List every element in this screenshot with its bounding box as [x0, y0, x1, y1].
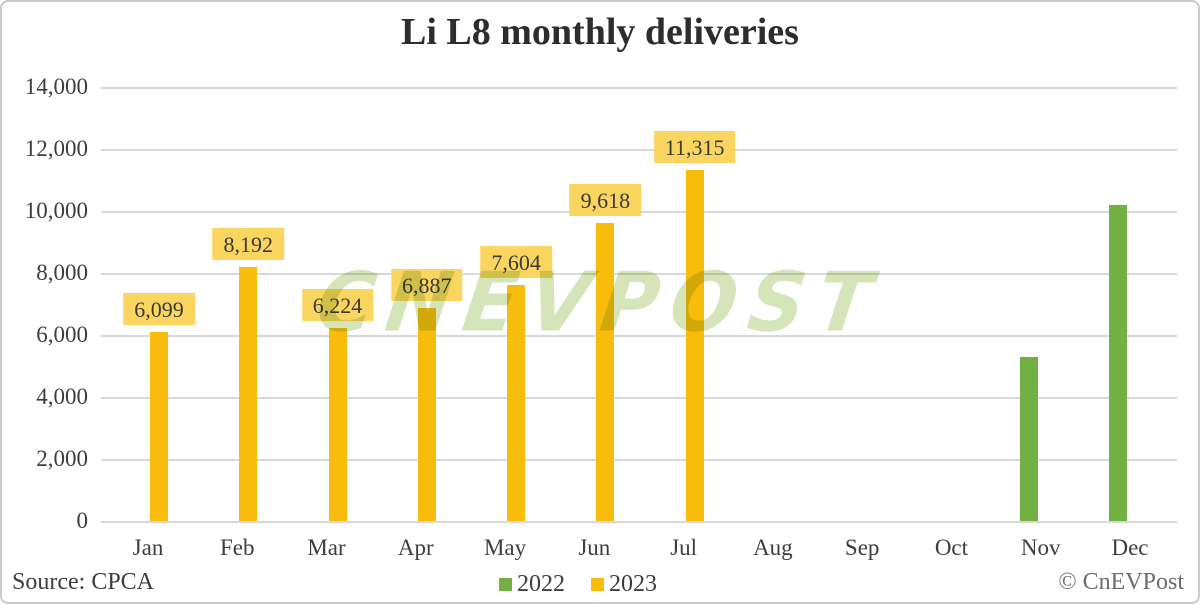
legend-item-2023: 2023	[591, 571, 657, 598]
x-axis-label-jul: Jul	[670, 535, 698, 560]
y-axis-tick-label: 12,000	[24, 136, 88, 161]
copyright-note: © CnEVPost	[1058, 569, 1184, 595]
gridline-14000	[101, 87, 1177, 89]
source-note: Source: CPCA	[12, 569, 155, 595]
bar-2023-jul	[685, 170, 704, 521]
x-axis-label-feb: Feb	[220, 535, 255, 560]
bar-2023-may	[507, 285, 526, 521]
legend: 2022 2023	[499, 571, 657, 598]
legend-swatch-2022	[499, 578, 512, 591]
y-axis-tick-label: 4,000	[36, 384, 88, 409]
legend-swatch-2023	[591, 578, 604, 591]
y-axis-tick-label: 2,000	[36, 446, 88, 471]
x-axis-label-mar: Mar	[307, 535, 346, 560]
y-axis-tick-label: 6,000	[36, 322, 88, 347]
bar-value-label-apr: 6,887	[391, 268, 463, 301]
bar-2023-feb	[239, 267, 258, 521]
bar-value-label-jun: 9,618	[569, 183, 642, 216]
bar-2022-nov	[1019, 356, 1038, 521]
bar-value-label-mar: 6,224	[301, 289, 374, 322]
x-axis-label-sep: Sep	[844, 535, 880, 560]
bar-2023-jan	[150, 331, 168, 521]
x-axis-label-aug: Aug	[753, 535, 793, 560]
gridline-8000	[101, 273, 1177, 275]
legend-label-2022: 2022	[517, 571, 565, 597]
bar-2023-mar	[328, 328, 347, 521]
chart-title: Li L8 monthly deliveries	[401, 11, 799, 53]
gridline-2000	[101, 459, 1177, 461]
x-axis-label-nov: Nov	[1020, 535, 1061, 560]
bar-value-label-may: 7,604	[480, 246, 552, 279]
x-axis-label-dec: Dec	[1111, 535, 1149, 560]
x-axis-label-may: May	[483, 535, 527, 560]
bar-2023-jun	[596, 222, 615, 521]
bar-value-label-jul: 11,315	[653, 131, 736, 164]
cnevpost-watermark: CNEVPOST	[310, 255, 890, 351]
bar-value-label-feb: 8,192	[212, 228, 285, 261]
legend-label-2023: 2023	[609, 571, 657, 597]
gridline-12000	[101, 149, 1177, 151]
x-axis-label-apr: Apr	[397, 535, 434, 560]
bar-2022-dec	[1108, 204, 1127, 521]
gridline-4000	[101, 397, 1177, 399]
legend-item-2022: 2022	[499, 571, 565, 598]
y-axis-tick-label: 14,000	[24, 74, 88, 99]
bar-2023-apr	[417, 307, 436, 521]
bar-value-label-jan: 6,099	[123, 292, 195, 325]
y-axis-tick-label: 0	[76, 508, 89, 533]
gridline-0	[101, 521, 1177, 523]
y-axis-tick-label: 8,000	[36, 260, 88, 285]
y-axis-tick-label: 10,000	[24, 198, 88, 223]
x-axis-label-jan: Jan	[132, 535, 164, 560]
x-axis-label-oct: Oct	[934, 535, 969, 560]
x-axis-label-jun: Jun	[578, 535, 611, 560]
gridline-6000	[101, 335, 1177, 337]
